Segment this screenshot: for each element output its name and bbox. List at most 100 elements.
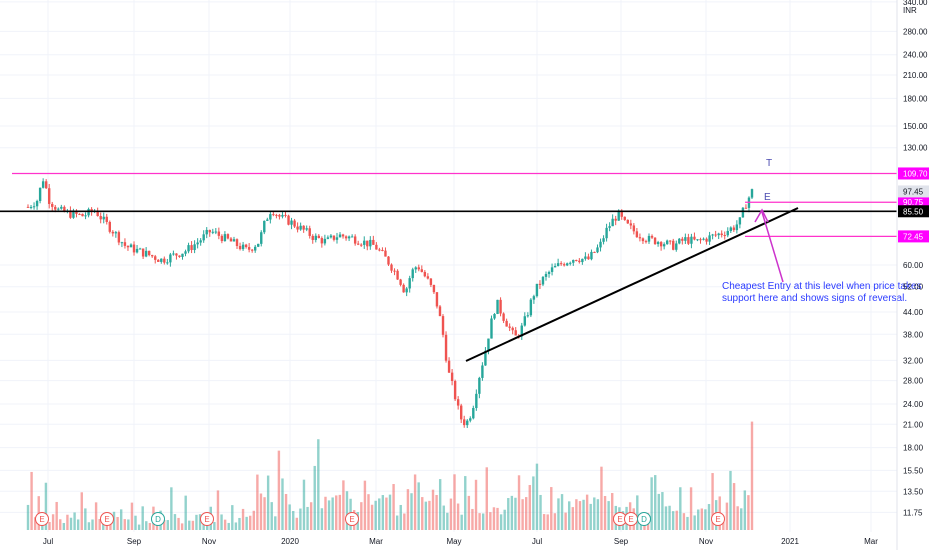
candle-body xyxy=(414,267,417,270)
candle-body xyxy=(675,243,678,250)
candle-body xyxy=(281,214,284,217)
volume-bar xyxy=(295,517,299,530)
candle-body xyxy=(499,299,502,314)
price-tag xyxy=(898,205,929,218)
candle-body xyxy=(487,338,490,351)
candle-body xyxy=(35,200,39,207)
volume-bar xyxy=(180,523,184,530)
candle-body xyxy=(335,237,339,240)
volume-bar xyxy=(725,502,729,530)
price-tick-label: 60.00 xyxy=(903,261,924,270)
currency-label: INR xyxy=(903,6,917,15)
volume-bar xyxy=(249,515,252,530)
candle-body xyxy=(217,231,221,236)
price-tag-label: 72.45 xyxy=(903,232,924,241)
candle-body xyxy=(226,234,230,239)
volume-bar xyxy=(309,502,313,530)
candle-body xyxy=(529,299,533,316)
candle-body xyxy=(566,263,569,266)
volume-bar xyxy=(148,522,152,530)
volume-bar xyxy=(130,502,134,530)
candle-body xyxy=(38,187,42,201)
candle-body xyxy=(305,228,308,230)
volume-bar xyxy=(313,465,316,530)
volume-bar xyxy=(750,421,754,530)
candle-body xyxy=(699,239,702,241)
grid xyxy=(0,0,897,532)
candle-body xyxy=(163,258,166,263)
candle-body xyxy=(678,238,681,244)
volume-bar xyxy=(460,514,463,530)
candle-body xyxy=(617,210,620,221)
event-marker-circle xyxy=(151,512,165,526)
candle-body xyxy=(656,242,660,245)
candle-body xyxy=(450,372,454,381)
volume-bar xyxy=(575,499,578,530)
candle-body xyxy=(502,313,505,321)
annotation-arrow-line xyxy=(761,211,784,283)
time-tick-label: Jul xyxy=(43,537,53,546)
volume-bar xyxy=(335,495,338,530)
volume-bar xyxy=(162,519,166,530)
candle-body xyxy=(263,220,266,233)
volume-bar xyxy=(55,501,58,530)
candle-body xyxy=(338,234,342,238)
volume-bar xyxy=(66,514,69,530)
volume-bar xyxy=(729,470,732,530)
candle-body xyxy=(78,213,81,215)
candle-body xyxy=(353,236,357,244)
volume-bar xyxy=(281,478,284,530)
volume-bar xyxy=(327,500,331,530)
candle-body xyxy=(490,318,493,339)
volume-bar xyxy=(284,493,288,530)
candle-body xyxy=(211,231,214,233)
candle-body xyxy=(438,306,442,317)
price-tag-label: 90.75 xyxy=(903,198,924,207)
candle-body xyxy=(463,419,466,426)
candle-body xyxy=(275,214,278,216)
volume-bar xyxy=(438,479,442,530)
candle-body xyxy=(332,235,336,240)
candle-body xyxy=(553,265,557,268)
volume-bar xyxy=(607,501,610,530)
volume-bar xyxy=(664,506,668,530)
volume-bar xyxy=(263,497,266,530)
volume-bar xyxy=(636,495,639,530)
price-tag xyxy=(898,167,929,180)
candle-body xyxy=(317,235,321,239)
volume-bar xyxy=(76,519,80,530)
volume-bar xyxy=(743,490,747,530)
candle-body xyxy=(99,216,102,220)
volume-bar xyxy=(546,514,549,530)
volume-bar xyxy=(84,508,87,530)
candle-body xyxy=(253,246,257,251)
candle-body xyxy=(505,320,508,327)
candle-body xyxy=(144,250,148,257)
candle-body xyxy=(511,327,514,331)
candle-body xyxy=(323,238,327,244)
candle-body xyxy=(429,278,433,285)
candle-body xyxy=(172,253,175,255)
candle-body xyxy=(220,235,224,242)
volume-bar xyxy=(245,516,248,530)
volume-bar xyxy=(299,508,302,530)
candle-body xyxy=(459,405,463,420)
candle-body xyxy=(181,253,184,257)
candle-body xyxy=(378,249,381,251)
volume-bar xyxy=(736,506,739,530)
candle-body xyxy=(157,259,160,262)
candle-body xyxy=(399,279,402,285)
candle-body xyxy=(241,244,245,250)
candle-body xyxy=(538,283,542,285)
volume-bar xyxy=(657,493,661,530)
candle-body xyxy=(278,214,281,217)
candle-body xyxy=(141,248,145,257)
last-price-tag xyxy=(898,185,929,198)
candle-body xyxy=(602,238,605,242)
candle-body xyxy=(635,231,639,238)
volume-bar xyxy=(26,504,30,530)
volume-bar xyxy=(385,497,388,530)
volume-bar xyxy=(532,476,535,530)
volume-bar xyxy=(105,524,109,530)
volume-bar xyxy=(266,475,270,530)
